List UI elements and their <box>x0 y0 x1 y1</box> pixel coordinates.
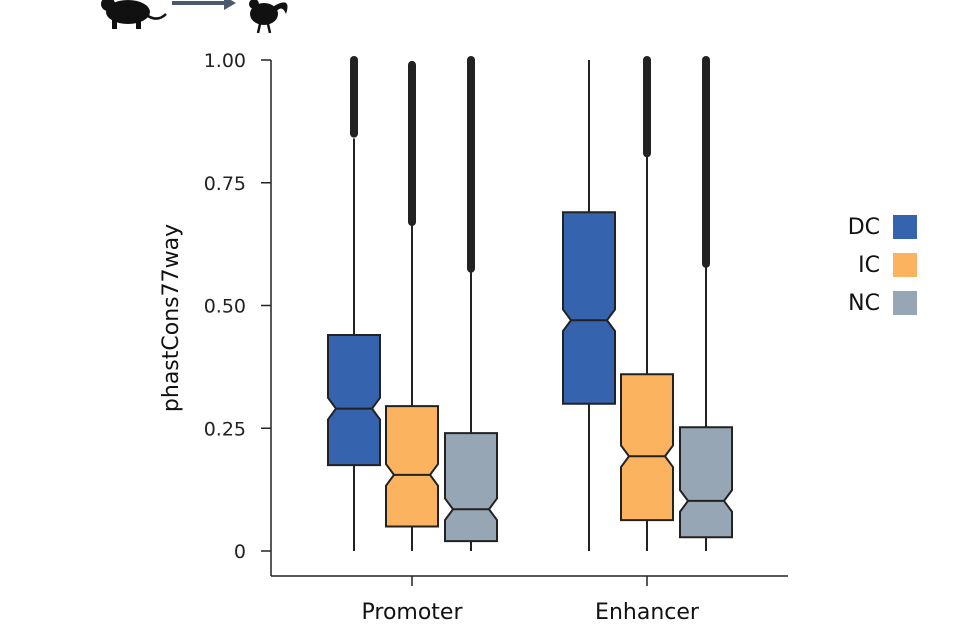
box-body <box>327 333 381 467</box>
legend-label: NC <box>848 291 880 316</box>
legend-label: DC <box>848 215 880 240</box>
legend-swatch <box>893 253 917 277</box>
y-tick-label: 0.25 <box>204 418 246 440</box>
x-tick-label: Enhancer <box>595 600 700 625</box>
legend-label: IC <box>858 253 880 278</box>
box-ic-promoter <box>385 60 439 551</box>
box-body <box>444 432 498 543</box>
arrow-right-icon <box>172 0 236 10</box>
box-body <box>562 211 616 405</box>
header-icons <box>101 0 288 34</box>
box-nc-promoter <box>444 56 498 551</box>
y-tick-label: 0.50 <box>204 296 246 318</box>
x-ticks: Promoter Enhancer <box>362 576 700 625</box>
x-tick-label: Promoter <box>362 600 464 625</box>
legend-swatch <box>893 215 917 239</box>
mouse-icon <box>101 0 167 29</box>
box-body <box>620 373 674 522</box>
legend: DC IC NC <box>848 215 917 316</box>
boxes <box>327 56 733 551</box>
box-body <box>385 405 439 528</box>
y-tick-label: 0 <box>234 541 246 563</box>
box-body <box>679 426 733 539</box>
box-dc-promoter <box>327 56 381 551</box>
y-tick-label: 0.75 <box>204 173 246 195</box>
rooster-icon <box>249 0 288 34</box>
box-dc-enhancer <box>562 60 616 551</box>
box-ic-enhancer <box>620 56 674 551</box>
y-ticks: 0 0.25 0.50 0.75 1.00 <box>204 50 271 563</box>
y-tick-label: 1.00 <box>204 50 246 72</box>
box-nc-enhancer <box>679 56 733 551</box>
legend-swatch <box>893 291 917 315</box>
y-axis-title: phastCons77way <box>159 224 184 412</box>
